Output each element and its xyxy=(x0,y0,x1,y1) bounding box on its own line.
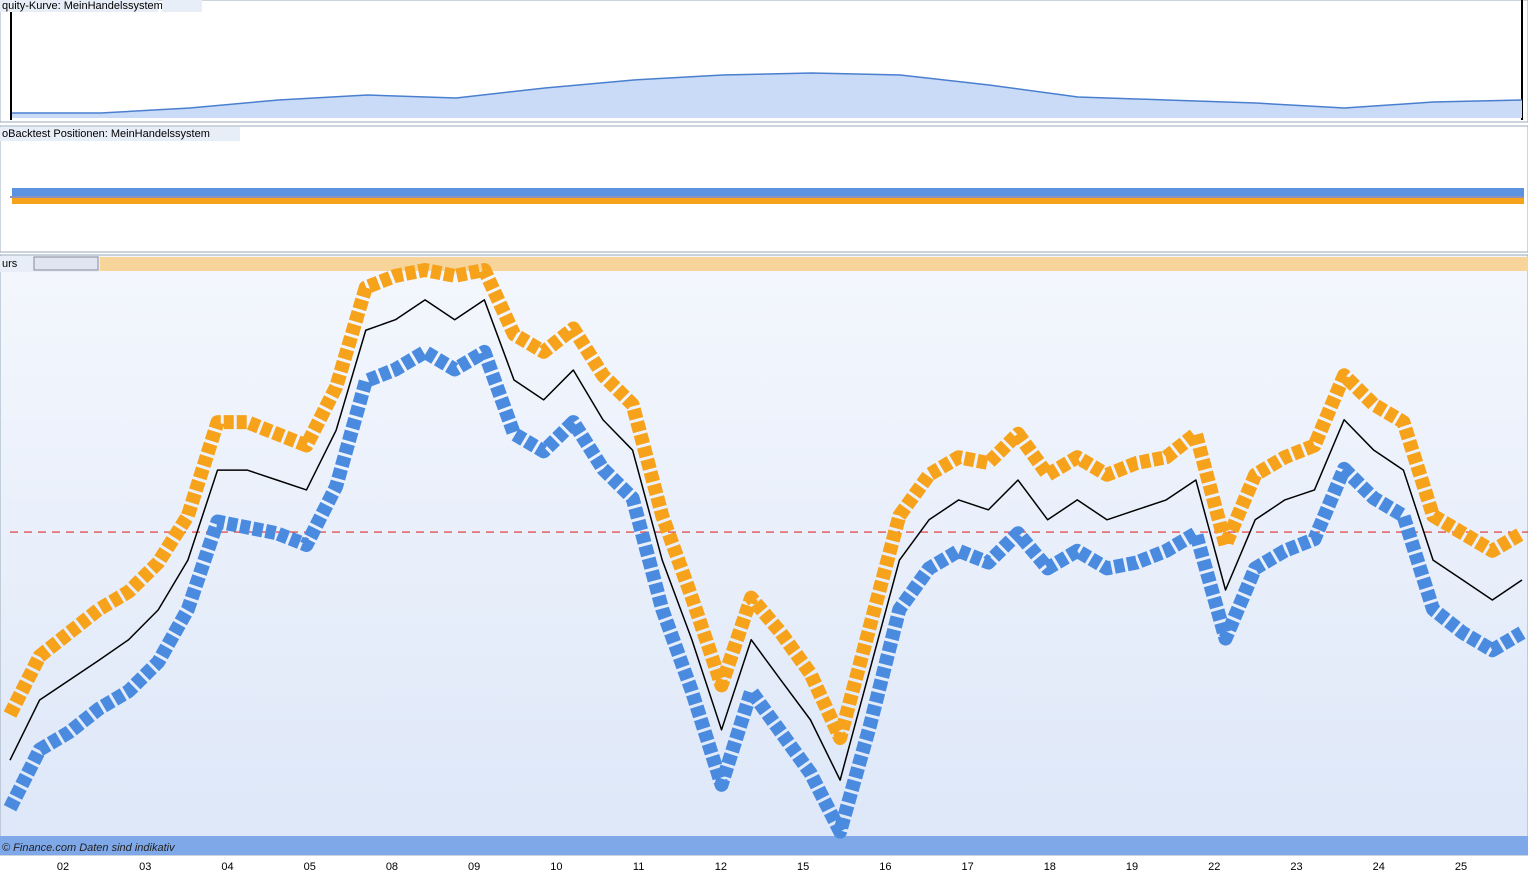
short-positions xyxy=(12,198,1524,204)
x-tick-label: 24 xyxy=(1373,861,1385,873)
info-strip xyxy=(100,257,1528,271)
x-tick-label: 25 xyxy=(1455,861,1467,873)
equity-area xyxy=(12,73,1522,118)
x-tick-label: 23 xyxy=(1290,861,1302,873)
panel-buttons[interactable] xyxy=(162,0,202,12)
title-bar xyxy=(0,127,240,141)
equity-title: quity-Kurve: MeinHandelssystem xyxy=(2,0,163,12)
footer: © Finance.com Daten sind indikativ xyxy=(2,842,176,854)
x-tick-label: 19 xyxy=(1126,861,1138,873)
price-band xyxy=(3,263,1526,745)
x-tick-label: 08 xyxy=(386,861,398,873)
price-title: urs xyxy=(2,258,18,270)
long-positions xyxy=(12,188,1524,196)
equity-line xyxy=(12,72,1523,114)
price-panel xyxy=(0,254,1528,856)
x-tick-label: 12 xyxy=(715,861,727,873)
x-tick-label: 04 xyxy=(221,861,233,873)
panel-buttons[interactable] xyxy=(33,256,99,271)
positions-title: oBacktest Positionen: MeinHandelssystem xyxy=(2,128,210,140)
x-tick-label: 18 xyxy=(1044,861,1056,873)
x-tick-label: 16 xyxy=(879,861,891,873)
price-band xyxy=(3,344,1526,839)
x-tick-label: 09 xyxy=(468,861,480,873)
x-tick-label: 05 xyxy=(304,861,316,873)
x-tick-label: 15 xyxy=(797,861,809,873)
title-bar xyxy=(0,0,158,12)
x-tick-label: 10 xyxy=(550,861,562,873)
x-tick-label: 17 xyxy=(961,861,973,873)
x-tick-label: 22 xyxy=(1208,861,1220,873)
x-tick-label: 02 xyxy=(57,861,69,873)
x-tick-label: 03 xyxy=(139,861,151,873)
volume-strip xyxy=(0,836,1528,855)
x-tick-label: 11 xyxy=(633,861,644,873)
price-line xyxy=(9,299,1523,781)
